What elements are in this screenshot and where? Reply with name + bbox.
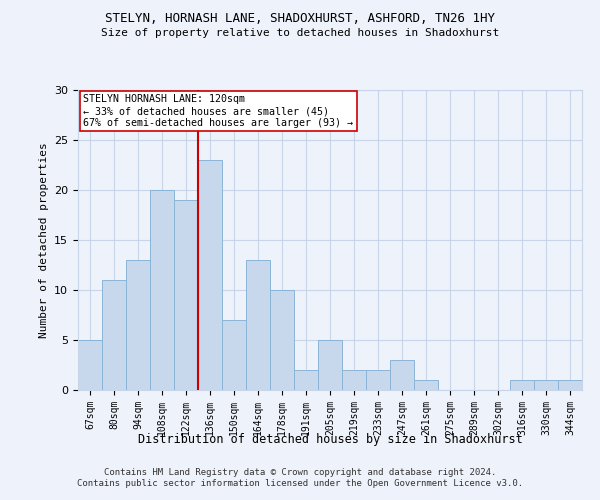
Bar [390,360,414,390]
Text: STELYN HORNASH LANE: 120sqm
← 33% of detached houses are smaller (45)
67% of sem: STELYN HORNASH LANE: 120sqm ← 33% of det… [83,94,353,128]
Bar [78,340,102,390]
Bar [198,160,222,390]
Bar [414,380,438,390]
Text: Contains HM Land Registry data © Crown copyright and database right 2024.
Contai: Contains HM Land Registry data © Crown c… [77,468,523,487]
Bar [534,380,558,390]
Bar [150,190,174,390]
Bar [102,280,126,390]
Bar [126,260,150,390]
Y-axis label: Number of detached properties: Number of detached properties [38,142,49,338]
Bar [366,370,390,390]
Text: Distribution of detached houses by size in Shadoxhurst: Distribution of detached houses by size … [137,432,523,446]
Bar [342,370,366,390]
Bar [222,320,246,390]
Text: Size of property relative to detached houses in Shadoxhurst: Size of property relative to detached ho… [101,28,499,38]
Bar [294,370,318,390]
Bar [270,290,294,390]
Bar [174,200,198,390]
Bar [318,340,342,390]
Bar [558,380,582,390]
Bar [510,380,534,390]
Text: STELYN, HORNASH LANE, SHADOXHURST, ASHFORD, TN26 1HY: STELYN, HORNASH LANE, SHADOXHURST, ASHFO… [105,12,495,26]
Bar [246,260,270,390]
